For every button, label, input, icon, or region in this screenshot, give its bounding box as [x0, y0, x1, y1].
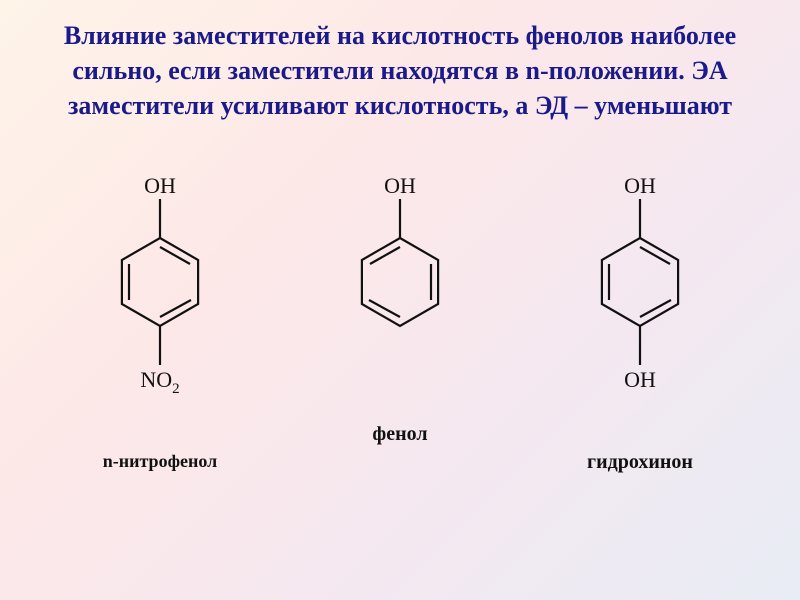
slide-title: Влияние заместителей на кислотность фено… [0, 0, 800, 133]
top-group: OH [384, 173, 416, 198]
structure-hydroquinone: OH OH [565, 163, 715, 443]
molecule-name: гидрохинон [587, 451, 693, 474]
structure-nitrophenol: OH NO2 [85, 163, 235, 443]
title-text: Влияние заместителей на кислотность фено… [64, 21, 736, 120]
bottom-group: OH [624, 367, 656, 392]
molecule-hydroquinone: OH OH гидрохинон [565, 163, 715, 474]
molecule-name: фенол [372, 423, 427, 446]
top-group: OH [144, 173, 176, 198]
molecule-phenol: OH фенол [325, 163, 475, 446]
bottom-group: NO2 [140, 367, 179, 397]
structure-phenol: OH [325, 163, 475, 403]
molecule-name: n-нитрофенол [103, 451, 218, 472]
molecule-row: OH NO2 n-нитрофенол OH фенол [0, 133, 800, 474]
top-group: OH [624, 173, 656, 198]
molecule-nitrophenol: OH NO2 n-нитрофенол [85, 163, 235, 472]
